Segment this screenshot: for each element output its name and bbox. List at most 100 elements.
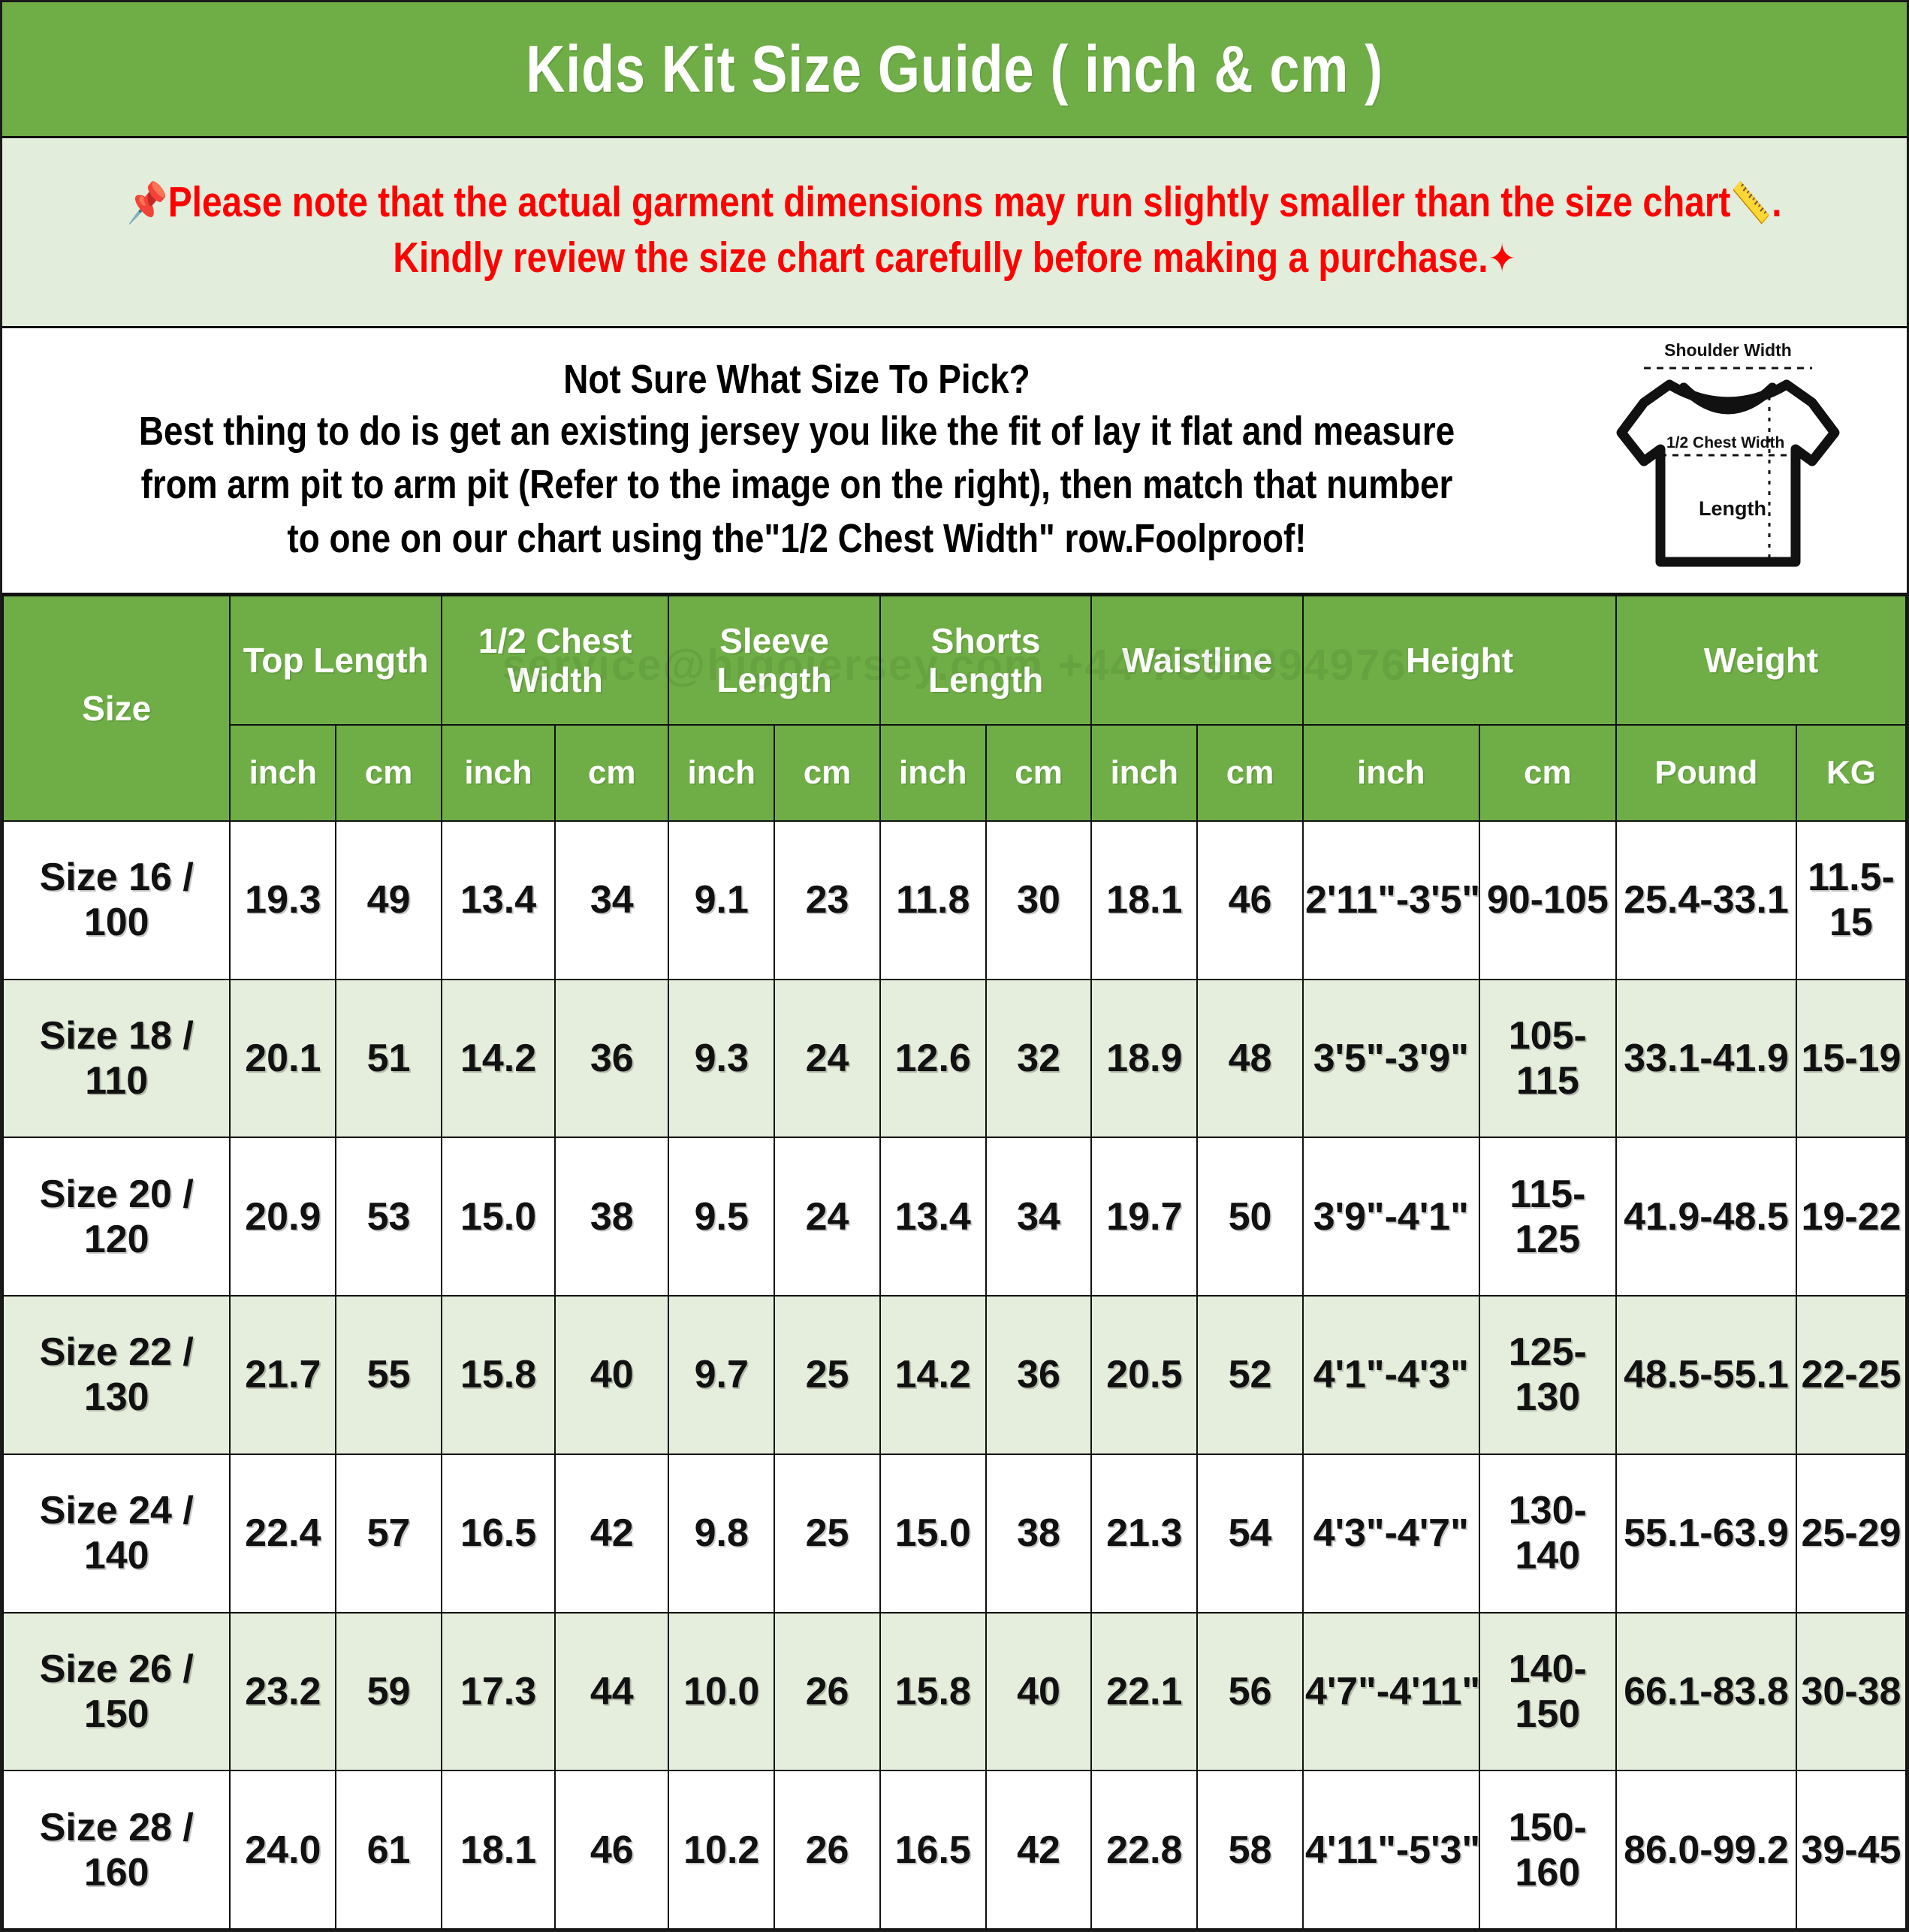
unit-header-4: inch (668, 724, 776, 822)
notice-text-1: Please note that the actual garment dime… (167, 177, 1731, 226)
table-cell: 54 (1196, 1453, 1304, 1614)
table-cell: 38 (554, 1137, 670, 1297)
table-cell: 15.8 (440, 1295, 556, 1455)
table-cell: 15.0 (440, 1137, 556, 1297)
table-cell-size: Size 22 / 130 (2, 1295, 231, 1455)
table-cell: 50 (1196, 1137, 1304, 1297)
table-cell: 40 (985, 1611, 1093, 1772)
table-cell: 30 (985, 820, 1093, 980)
table-cell: 24 (774, 1137, 881, 1297)
table-cell: 34 (985, 1137, 1093, 1297)
table-cell: 25.4-33.1 (1615, 820, 1797, 980)
unit-header-3: cm (554, 724, 670, 822)
table-cell: 61 (335, 1770, 442, 1930)
table-cell: 25 (774, 1295, 881, 1455)
table-cell: 15.0 (879, 1453, 987, 1614)
unit-header-9: cm (1196, 724, 1304, 822)
table-cell: 22.1 (1090, 1611, 1199, 1772)
group-header-shorts-length: Shorts Length (879, 595, 1093, 726)
table-cell: 41.9-48.5 (1615, 1137, 1797, 1297)
table-cell: 3'9"-4'1" (1301, 1137, 1480, 1297)
table-cell: 10.2 (668, 1770, 776, 1930)
table-cell-size: Size 24 / 140 (2, 1453, 231, 1614)
table-row: Size 28 / 160 24.0 61 18.1 46 10.2 26 16.5 42 22.… (2, 1770, 1907, 1930)
table-cell: 9.8 (668, 1453, 776, 1614)
table-cell: 42 (554, 1453, 670, 1614)
size-table-body: Size 16 / 100 19.3 49 13.4 34 9.1 23 11.8 30 18.1… (2, 820, 1907, 1930)
table-row: Size 16 / 100 19.3 49 13.4 34 9.1 23 11.8 30 18.1… (2, 820, 1907, 980)
help-heading: Not Sure What Size To Pick? (563, 357, 1030, 403)
table-cell: 2'11"-3'5" (1301, 820, 1480, 980)
size-table-wrap: service@higojersey.com +44 7561894976 Si… (2, 595, 1907, 1930)
table-cell: 90-105 (1478, 820, 1618, 980)
unit-header-6: inch (879, 724, 987, 822)
sparkles-icon: ✦ (1488, 236, 1516, 282)
unit-header-1: cm (335, 724, 442, 822)
size-table-head: Size Top Length 1/2 Chest Width Sleeve L… (2, 595, 1907, 822)
unit-header-7: cm (985, 724, 1093, 822)
table-cell: 105-115 (1478, 978, 1618, 1139)
table-cell-size: Size 28 / 160 (2, 1770, 231, 1930)
table-cell: 34 (554, 820, 670, 980)
table-cell: 13.4 (879, 1137, 987, 1297)
table-cell: 23.2 (229, 1611, 337, 1772)
table-cell-size: Size 20 / 120 (2, 1137, 231, 1297)
unit-header-0: inch (229, 724, 337, 822)
table-cell: 40 (554, 1295, 670, 1455)
group-header-waistline: Waistline (1090, 595, 1304, 726)
group-header-chest-width: 1/2 Chest Width (440, 595, 670, 726)
table-cell: 9.5 (668, 1137, 776, 1297)
table-cell: 4'11"-5'3" (1301, 1770, 1480, 1930)
table-cell: 39-45 (1795, 1770, 1907, 1930)
table-cell: 20.9 (229, 1137, 337, 1297)
table-cell: 130-140 (1478, 1453, 1618, 1614)
group-header-height: Height (1301, 595, 1618, 726)
help-text-block: Not Sure What Size To Pick? Best thing t… (2, 355, 1578, 566)
pushpin-icon: 📌 (127, 180, 168, 226)
help-line-3: to one on our chart using the"1/2 Chest … (287, 515, 1307, 561)
table-cell: 12.6 (879, 978, 987, 1139)
table-cell: 4'7"-4'11" (1301, 1611, 1480, 1772)
table-cell: 11.5-15 (1795, 820, 1907, 980)
table-cell: 16.5 (440, 1453, 556, 1614)
table-cell: 38 (985, 1453, 1093, 1614)
table-cell: 19.3 (229, 820, 337, 980)
table-row: Size 20 / 120 20.9 53 15.0 38 9.5 24 13.4 34 19.7… (2, 1137, 1907, 1297)
page-title: Kids Kit Size Guide ( inch & cm ) (526, 32, 1383, 106)
table-cell: 44 (554, 1611, 670, 1772)
notice-line-1: 📌Please note that the actual garment dim… (127, 174, 1782, 230)
size-table: Size Top Length 1/2 Chest Width Sleeve L… (2, 595, 1907, 1930)
table-cell: 25 (774, 1453, 881, 1614)
group-header-weight: Weight (1615, 595, 1907, 726)
title-band: Kids Kit Size Guide ( inch & cm ) (2, 2, 1907, 138)
table-cell: 48.5-55.1 (1615, 1295, 1797, 1455)
shoulder-width-label: Shoulder Width (1664, 340, 1792, 360)
unit-header-10: inch (1301, 724, 1480, 822)
table-cell: 59 (335, 1611, 442, 1772)
table-cell: 33.1-41.9 (1615, 978, 1797, 1139)
table-cell: 15-19 (1795, 978, 1907, 1139)
table-cell: 32 (985, 978, 1093, 1139)
table-cell: 9.7 (668, 1295, 776, 1455)
table-cell: 46 (554, 1770, 670, 1930)
table-cell: 150-160 (1478, 1770, 1618, 1930)
table-cell: 46 (1196, 820, 1304, 980)
table-cell: 20.5 (1090, 1295, 1199, 1455)
table-cell: 30-38 (1795, 1611, 1907, 1772)
table-cell: 3'5"-3'9" (1301, 978, 1480, 1139)
table-cell: 17.3 (440, 1611, 556, 1772)
table-cell: 26 (774, 1770, 881, 1930)
unit-header-8: inch (1090, 724, 1199, 822)
chest-width-label: 1/2 Chest Width (1666, 434, 1784, 451)
table-cell: 125-130 (1478, 1295, 1618, 1455)
table-cell: 52 (1196, 1295, 1304, 1455)
table-row: Size 24 / 140 22.4 57 16.5 42 9.8 25 15.0 38 21.3… (2, 1453, 1907, 1614)
table-cell: 36 (985, 1295, 1093, 1455)
tshirt-collar (1678, 382, 1778, 415)
table-cell: 4'3"-4'7" (1301, 1453, 1480, 1614)
table-row: Size 26 / 150 23.2 59 17.3 44 10.0 26 15.8 40 22.… (2, 1611, 1907, 1772)
table-cell: 14.2 (440, 978, 556, 1139)
table-cell: 18.9 (1090, 978, 1199, 1139)
table-cell: 22.8 (1090, 1770, 1199, 1930)
